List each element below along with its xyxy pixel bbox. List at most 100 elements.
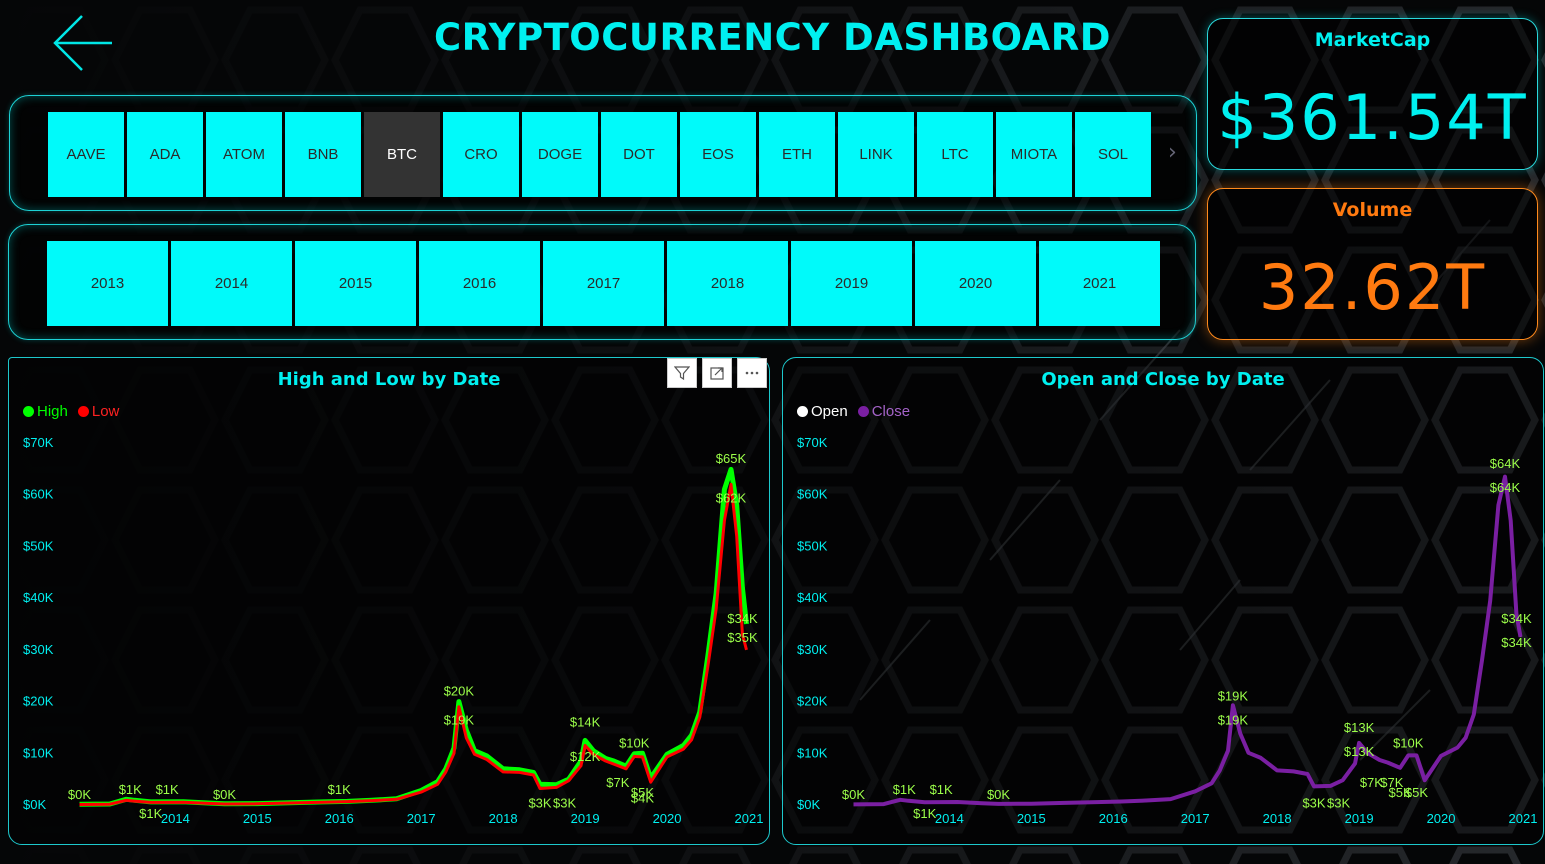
data-label: $14K <box>570 715 601 730</box>
y-tick-label: $10K <box>23 745 54 760</box>
y-tick-label: $40K <box>797 590 828 605</box>
year-tile-2016[interactable]: 2016 <box>419 241 540 326</box>
data-label: $13K <box>1344 744 1375 759</box>
x-tick-label: 2021 <box>1509 811 1538 826</box>
legend-label: High <box>37 403 68 420</box>
market-cap-card: MarketCap $361.54T <box>1207 18 1538 170</box>
year-tile-2019[interactable]: 2019 <box>791 241 912 326</box>
coin-tile-doge[interactable]: DOGE <box>522 112 598 197</box>
high-low-chart-panel[interactable]: $0K $10K $20K $30K $40K $50K $60K $70K 2014 2015 2… <box>8 357 770 845</box>
y-tick-label: $50K <box>797 538 828 553</box>
data-label: $5K <box>1389 785 1412 800</box>
coin-tile-sol[interactable]: SOL <box>1075 112 1151 197</box>
data-label: $1K <box>139 806 162 821</box>
y-tick-label: $0K <box>23 797 46 812</box>
legend-marker <box>797 406 808 417</box>
x-tick-label: 2019 <box>571 811 600 826</box>
year-tile-2013[interactable]: 2013 <box>47 241 168 326</box>
volume-card: Volume 32.62T <box>1207 188 1538 340</box>
coin-tile-btc[interactable]: BTC <box>364 112 440 197</box>
x-tick-label: 2021 <box>735 811 764 826</box>
arrow-left-icon <box>53 15 112 71</box>
chart-legend: High Low <box>23 403 119 420</box>
coin-tile-ltc[interactable]: LTC <box>917 112 993 197</box>
data-label: $34K <box>727 611 758 626</box>
filter-icon[interactable] <box>667 358 697 388</box>
y-tick-label: $40K <box>23 590 54 605</box>
market-cap-label: MarketCap <box>1314 29 1431 51</box>
x-tick-label: 2018 <box>489 811 518 826</box>
market-cap-value: $361.54T <box>1217 81 1528 154</box>
data-label: $19K <box>1218 689 1249 704</box>
focus-mode-icon[interactable] <box>702 358 732 388</box>
x-tick-label: 2018 <box>1263 811 1292 826</box>
x-tick-label: 2014 <box>935 811 964 826</box>
x-tick-label: 2020 <box>653 811 682 826</box>
data-label: $0K <box>842 787 865 802</box>
data-label: $4K <box>631 790 654 805</box>
coin-tile-dot[interactable]: DOT <box>601 112 677 197</box>
y-tick-label: $60K <box>23 487 54 502</box>
y-tick-label: $70K <box>797 435 828 450</box>
y-tick-label: $60K <box>797 487 828 502</box>
legend-item-open[interactable]: Open <box>797 403 848 420</box>
volume-value: 32.62T <box>1258 251 1487 324</box>
series-line-close <box>853 474 1523 807</box>
coin-tile-miota[interactable]: MIOTA <box>996 112 1072 197</box>
data-label: $10K <box>1393 735 1424 750</box>
y-tick-label: $70K <box>23 435 54 450</box>
series-line-high <box>79 466 749 807</box>
legend-item-close[interactable]: Close <box>857 403 911 420</box>
data-label: $1K <box>119 782 142 797</box>
x-tick-label: 2014 <box>161 811 190 826</box>
data-label: $3K <box>528 795 551 810</box>
data-label: $5K <box>1405 785 1428 800</box>
data-label: $65K <box>716 451 747 466</box>
legend-label: Low <box>91 403 120 420</box>
coin-tile-aave[interactable]: AAVE <box>48 112 124 197</box>
x-tick-label: 2016 <box>325 811 354 826</box>
year-tile-2020[interactable]: 2020 <box>915 241 1036 326</box>
data-label: $1K <box>156 782 179 797</box>
legend-marker <box>77 406 89 417</box>
data-label: $5K <box>631 785 654 800</box>
legend-item-high[interactable]: High <box>23 403 68 420</box>
year-tile-2014[interactable]: 2014 <box>171 241 292 326</box>
coin-tile-ada[interactable]: ADA <box>127 112 203 197</box>
chart-title: High and Low by Date <box>277 369 501 390</box>
chevron-right-icon[interactable]: › <box>1168 140 1177 165</box>
data-label: $19K <box>444 713 475 728</box>
year-tile-2017[interactable]: 2017 <box>543 241 664 326</box>
data-label: $3K <box>553 795 576 810</box>
data-label: $10K <box>619 735 650 750</box>
x-tick-label: 2017 <box>1181 811 1210 826</box>
coin-slicer: AAVE ADA ATOM BNB BTC CRO DOGE DOT EOS ETH LINK LTC… <box>48 112 1151 197</box>
year-slicer: 2013 2014 2015 2016 2017 2018 2019 2020 2021 <box>47 241 1160 326</box>
y-tick-label: $50K <box>23 538 54 553</box>
x-tick-label: 2015 <box>243 811 272 826</box>
back-button[interactable] <box>50 12 116 74</box>
coin-tile-cro[interactable]: CRO <box>443 112 519 197</box>
legend-marker <box>23 406 34 417</box>
x-tick-label: 2019 <box>1345 811 1374 826</box>
coin-tile-bnb[interactable]: BNB <box>285 112 361 197</box>
x-tick-label: 2016 <box>1099 811 1128 826</box>
data-label: $12K <box>570 749 601 764</box>
data-label: $3K <box>1302 795 1325 810</box>
data-label: $1K <box>893 782 916 797</box>
more-options-icon[interactable] <box>737 358 767 388</box>
coin-tile-eth[interactable]: ETH <box>759 112 835 197</box>
data-label: $7K <box>1380 775 1403 790</box>
year-tile-2021[interactable]: 2021 <box>1039 241 1160 326</box>
legend-label: Close <box>871 403 911 420</box>
legend-item-low[interactable]: Low <box>77 403 120 420</box>
year-tile-2018[interactable]: 2018 <box>667 241 788 326</box>
data-label: $64K <box>1490 480 1521 495</box>
coin-tile-atom[interactable]: ATOM <box>206 112 282 197</box>
coin-tile-link[interactable]: LINK <box>838 112 914 197</box>
data-label: $13K <box>1344 720 1375 735</box>
year-tile-2015[interactable]: 2015 <box>295 241 416 326</box>
coin-tile-eos[interactable]: EOS <box>680 112 756 197</box>
data-label: $34K <box>1501 635 1532 650</box>
open-close-chart-panel[interactable]: $0K $10K $20K $30K $40K $50K $60K $70K 2014 2015 2… <box>782 357 1544 845</box>
